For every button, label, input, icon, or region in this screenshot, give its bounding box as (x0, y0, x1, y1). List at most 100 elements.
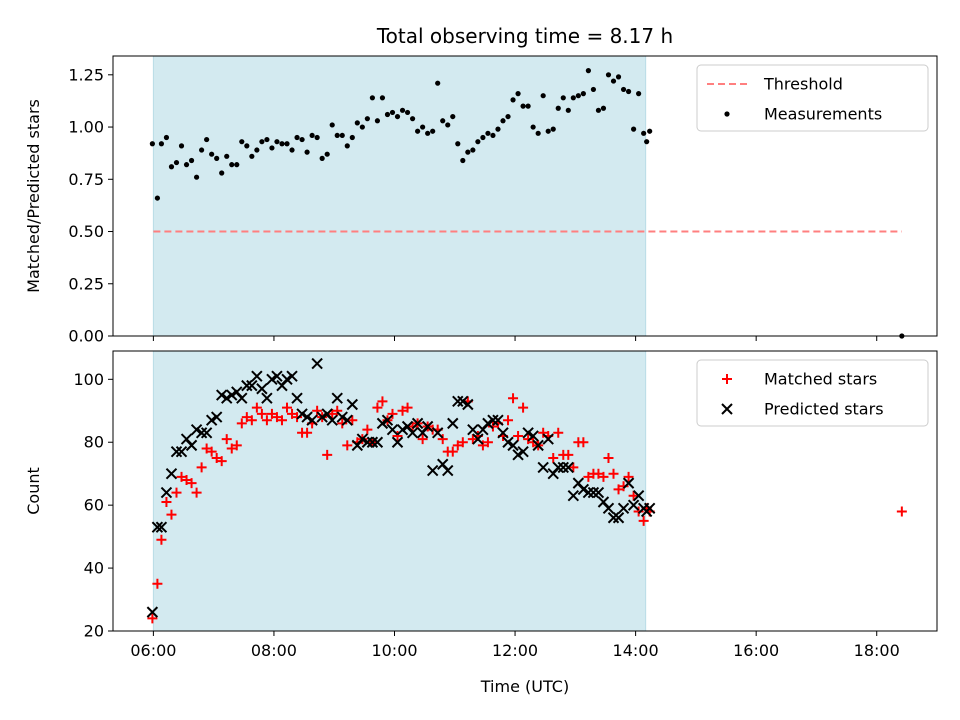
data-point (445, 122, 451, 128)
data-point (191, 487, 202, 498)
legend-label: Measurements (764, 105, 882, 124)
data-point (502, 436, 514, 448)
data-point (178, 143, 185, 149)
data-point (530, 124, 536, 130)
data-point (215, 389, 228, 401)
data-point (331, 392, 343, 404)
x-tick-label: 06:00 (130, 641, 176, 660)
data-point (631, 126, 637, 132)
data-point (425, 130, 431, 136)
data-point (557, 461, 569, 474)
data-point (234, 162, 240, 168)
data-point (193, 174, 200, 180)
data-point (364, 116, 370, 122)
data-point (592, 486, 605, 499)
data-point (505, 113, 511, 120)
data-point (221, 434, 232, 445)
top-legend: Threshold Measurements (696, 64, 929, 132)
data-point (349, 134, 355, 141)
data-point (346, 398, 359, 411)
data-point (168, 164, 175, 170)
x-tick-label: 14:00 (613, 641, 659, 660)
y-tick-label: 1.00 (68, 118, 104, 137)
data-point (615, 74, 622, 80)
data-point (332, 405, 343, 416)
data-point (447, 417, 459, 430)
top-y-axis-label: Matched/Predicted stars (24, 99, 43, 293)
legend-marker (721, 403, 733, 415)
data-point (356, 433, 369, 445)
data-point (457, 437, 468, 448)
bottom-panel: 20 40 60 80 100 06:00 08:00 10:00 12:00 14:00 16:0… (24, 350, 938, 696)
data-point (387, 408, 398, 419)
data-point (426, 464, 439, 477)
data-point (147, 613, 158, 624)
legend-marker (722, 374, 732, 384)
data-point (231, 440, 242, 451)
data-point (158, 141, 165, 147)
data-point (608, 468, 619, 479)
y-tick-label: 100 (73, 370, 104, 389)
data-point (377, 396, 388, 407)
data-point (517, 445, 529, 458)
data-point (206, 446, 217, 457)
data-point (532, 439, 544, 452)
data-point (279, 141, 285, 147)
series-measurements (149, 68, 905, 339)
y-tick-label: 0.25 (68, 274, 104, 293)
data-point (366, 436, 379, 448)
data-point (552, 461, 564, 474)
data-point (334, 132, 340, 139)
data-point (294, 134, 300, 141)
legend-label: Matched stars (764, 370, 877, 389)
data-point (628, 490, 639, 501)
chart-title: Total observing time = 8.17 h (376, 24, 673, 48)
data-point (282, 402, 293, 413)
data-point (161, 497, 172, 508)
bottom-observing-window (152, 350, 647, 632)
bottom-y-axis-label: Count (24, 467, 43, 515)
data-point (256, 383, 268, 395)
data-point (440, 118, 446, 124)
data-point (244, 143, 250, 149)
data-point (528, 437, 539, 448)
data-point (271, 412, 282, 423)
data-point (420, 124, 426, 130)
data-point (421, 420, 434, 433)
data-point (146, 606, 159, 618)
y-tick-label: 40 (84, 559, 104, 578)
data-point (166, 509, 177, 520)
data-point (201, 443, 212, 454)
data-point (644, 139, 650, 145)
data-point (160, 486, 173, 499)
legend-label: Threshold (763, 75, 843, 94)
data-point (555, 105, 561, 111)
data-point (607, 512, 620, 524)
data-point (582, 486, 595, 499)
data-point (562, 461, 575, 474)
data-point (236, 418, 247, 429)
data-point (229, 162, 235, 168)
data-point (623, 471, 634, 482)
data-point (246, 415, 257, 426)
data-point (465, 149, 471, 155)
data-point (402, 402, 413, 413)
data-point (210, 411, 223, 423)
data-point (411, 417, 424, 430)
data-point (627, 499, 640, 511)
top-plot-frame (112, 55, 938, 337)
data-point (490, 132, 496, 139)
data-point (538, 427, 549, 438)
data-point (151, 521, 164, 533)
data-point (510, 97, 516, 103)
y-tick-label: 0.75 (68, 170, 104, 189)
data-point (550, 126, 556, 132)
data-point (379, 95, 386, 101)
data-point (409, 116, 416, 122)
data-point (603, 452, 614, 463)
legend-label: Predicted stars (764, 400, 884, 419)
data-point (241, 412, 252, 423)
data-point (181, 474, 192, 485)
data-point (497, 427, 509, 439)
data-point (417, 434, 428, 445)
